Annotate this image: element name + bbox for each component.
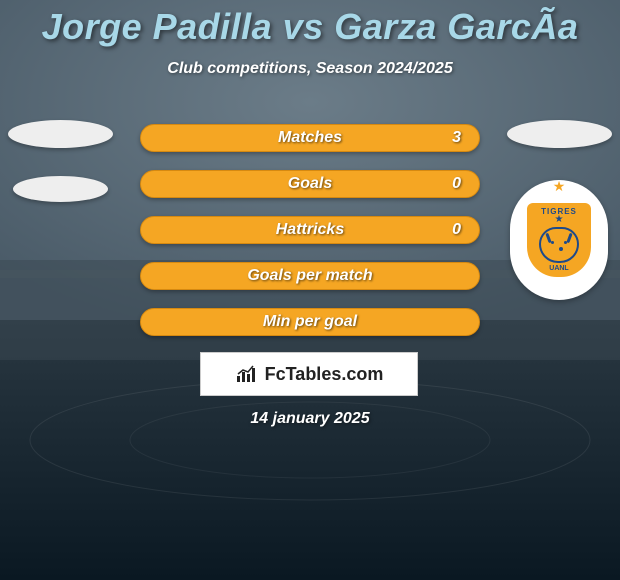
- page-title: Jorge Padilla vs Garza GarcÃ­a: [0, 0, 620, 48]
- stat-value: 0: [452, 175, 461, 193]
- logo-bottom-text: UANL: [549, 265, 568, 272]
- watermark: FcTables.com: [200, 352, 418, 396]
- date-text: 14 january 2025: [0, 410, 620, 428]
- stat-bar: Matches 3: [140, 124, 480, 152]
- stat-value: 0: [452, 221, 461, 239]
- stats-bars: Matches 3 Goals 0 Hattricks 0 Goals per …: [140, 124, 480, 354]
- stat-bar: Goals per match: [140, 262, 480, 290]
- stat-label: Goals per match: [247, 267, 372, 285]
- team-logo: TIGRES ★ UANL: [510, 180, 608, 300]
- stat-bar: Min per goal: [140, 308, 480, 336]
- stat-label: Matches: [278, 129, 342, 147]
- subtitle: Club competitions, Season 2024/2025: [0, 60, 620, 78]
- tiger-icon: [539, 227, 579, 263]
- star-icon: ★: [555, 214, 564, 225]
- stat-label: Hattricks: [276, 221, 344, 239]
- watermark-text: FcTables.com: [265, 364, 384, 385]
- right-player-badge: [507, 120, 612, 148]
- chart-icon: [235, 364, 259, 384]
- ellipse-icon: [13, 176, 108, 202]
- ellipse-icon: [8, 120, 113, 148]
- stat-label: Min per goal: [263, 313, 357, 331]
- shield-icon: TIGRES ★ UANL: [527, 203, 591, 277]
- left-player-badge: [8, 120, 113, 202]
- stat-bar: Goals 0: [140, 170, 480, 198]
- stat-label: Goals: [288, 175, 332, 193]
- ellipse-icon: [507, 120, 612, 148]
- stat-bar: Hattricks 0: [140, 216, 480, 244]
- stat-value: 3: [452, 129, 461, 147]
